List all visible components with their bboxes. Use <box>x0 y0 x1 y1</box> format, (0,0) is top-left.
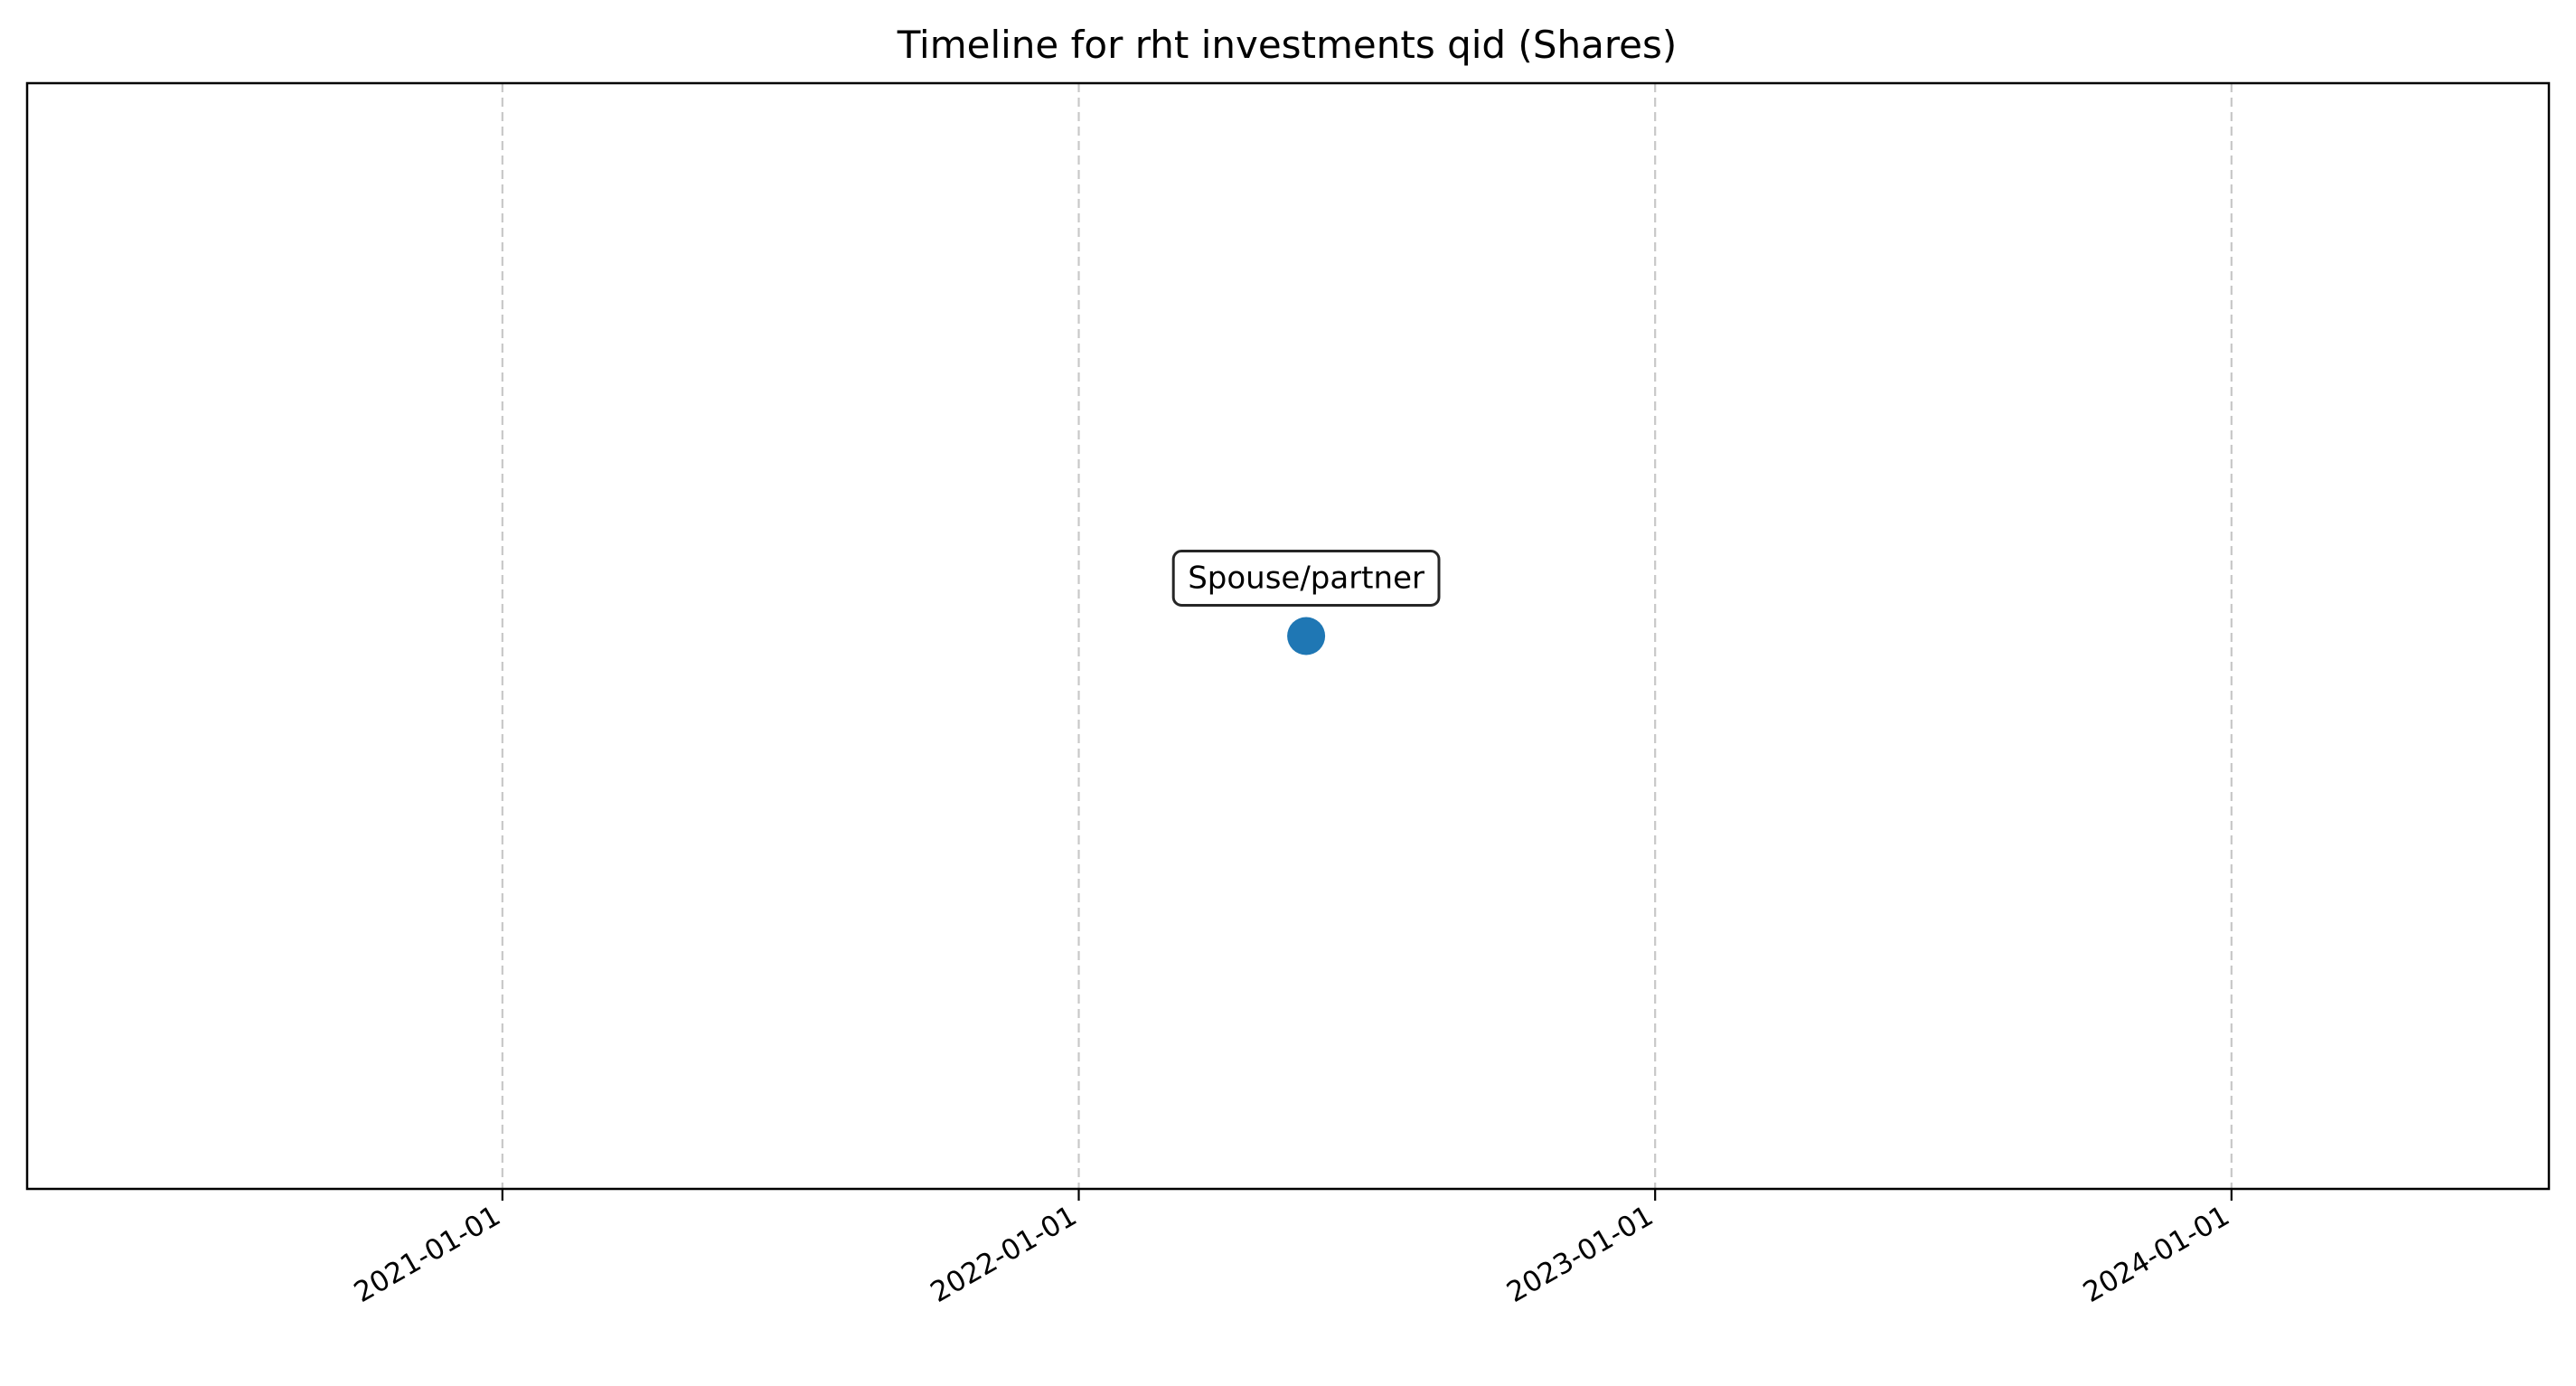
annotations: Spouse/partner <box>1171 550 1441 607</box>
grid-lines <box>501 83 2233 1189</box>
data-points <box>1287 617 1326 655</box>
annotation-box-0: Spouse/partner <box>1171 550 1441 607</box>
plot-area-frame <box>25 81 2551 1191</box>
x-axis-ticks: 2021-01-01 2022-01-01 2023-01-01 2024-01-01 <box>349 1189 2235 1309</box>
x-tick-label-2: 2023-01-01 <box>1501 1200 1659 1309</box>
x-tick-label-1: 2022-01-01 <box>925 1200 1082 1309</box>
chart-title: Timeline for rht investments qid (Shares… <box>897 23 1678 67</box>
annotation-label-0: Spouse/partner <box>1188 561 1424 597</box>
annotation-frame-0 <box>1171 550 1441 607</box>
x-tick-label-3: 2024-01-01 <box>2078 1200 2235 1309</box>
x-tick-label-0: 2021-01-01 <box>349 1200 506 1309</box>
data-point-0 <box>1287 617 1326 655</box>
